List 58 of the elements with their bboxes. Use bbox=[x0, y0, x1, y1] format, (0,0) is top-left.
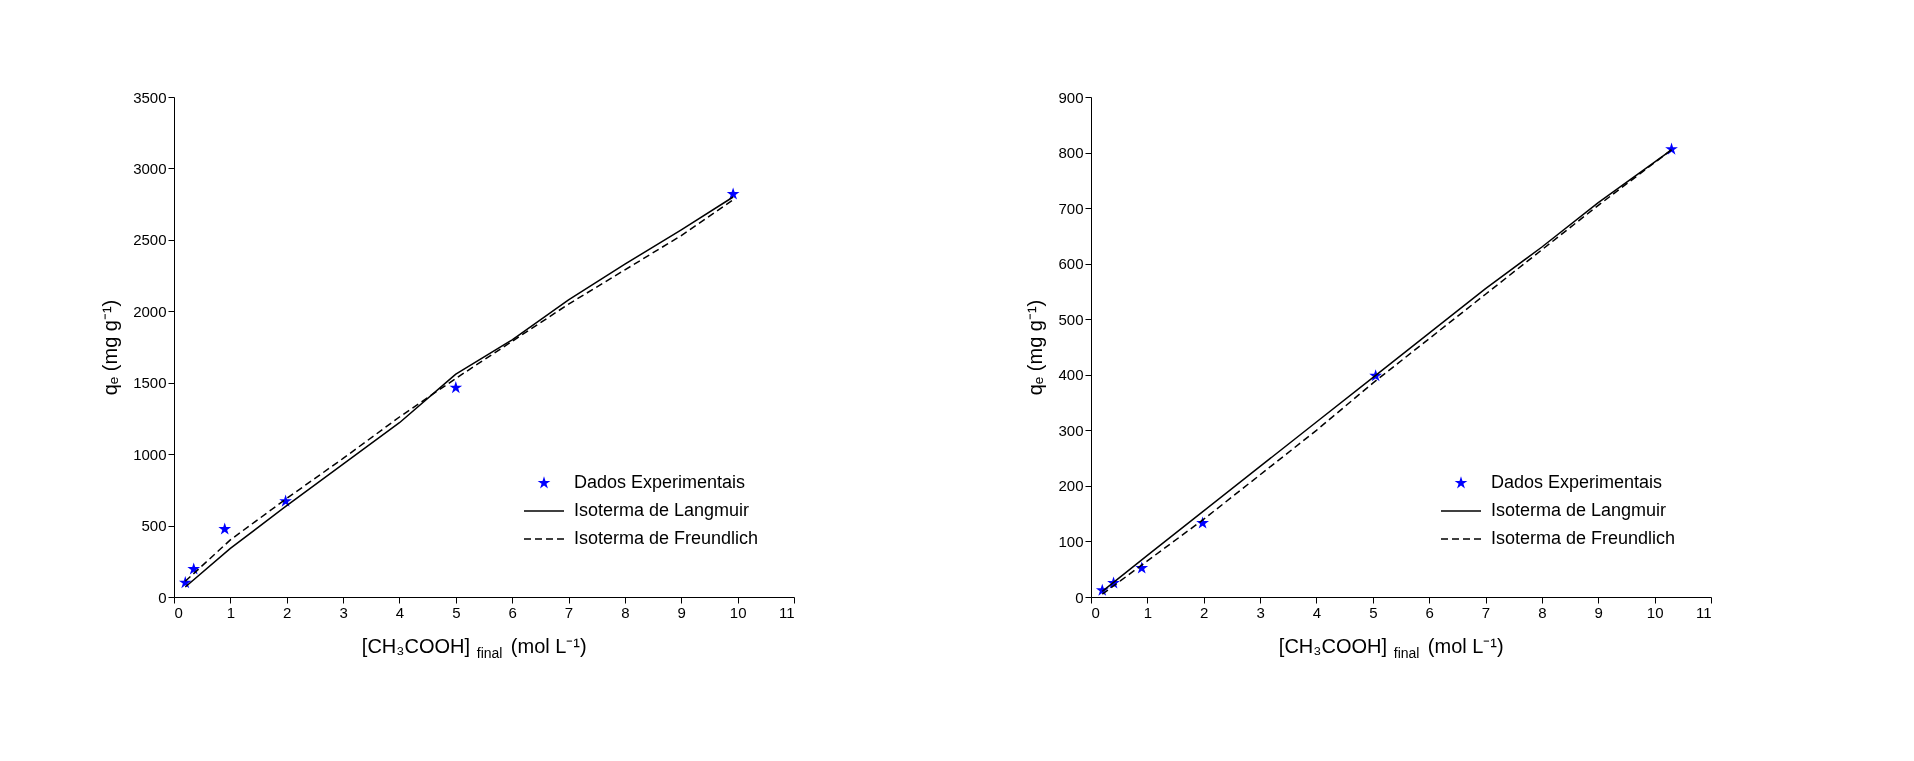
x-tick-label: 6 bbox=[1425, 603, 1434, 621]
y-tick-label: 1000 bbox=[133, 445, 167, 463]
x-tick-label: 10 bbox=[729, 603, 747, 621]
y-tick-label: 1500 bbox=[133, 374, 167, 392]
legend-label: Isoterma de Langmuir bbox=[1491, 500, 1667, 520]
legend-label: Dados Experimentais bbox=[574, 472, 746, 492]
y-axis-title: qₑ (mg g⁻¹) bbox=[99, 299, 122, 396]
x-tick-label: 10 bbox=[1646, 603, 1664, 621]
y-tick-label: 3500 bbox=[133, 88, 167, 106]
x-tick-label: 4 bbox=[1312, 603, 1322, 621]
x-tick-label: 4 bbox=[395, 603, 405, 621]
legend-label: Dados Experimentais bbox=[1491, 472, 1663, 492]
x-tick-label: 2 bbox=[283, 603, 292, 621]
x-axis-title: [CH₃COOH]final (mol L⁻¹) bbox=[361, 635, 587, 661]
y-tick-label: 900 bbox=[1058, 88, 1084, 106]
point bbox=[449, 381, 463, 394]
x-tick-label: 0 bbox=[174, 603, 183, 621]
x-axis-title: [CH₃COOH]final (mol L⁻¹) bbox=[1278, 635, 1504, 661]
y-tick-label: 600 bbox=[1058, 255, 1084, 273]
y-axis-title: qₑ (mg g⁻¹) bbox=[1024, 299, 1047, 396]
point bbox=[187, 562, 201, 575]
point bbox=[218, 522, 232, 535]
x-tick-label: 3 bbox=[339, 603, 348, 621]
x-tick-label: 6 bbox=[508, 603, 517, 621]
legend-label: Isoterma de Freundlich bbox=[1491, 528, 1676, 548]
y-tick-label: 2500 bbox=[133, 231, 167, 249]
x-tick-label: 9 bbox=[1594, 603, 1603, 621]
y-tick-label: 400 bbox=[1058, 366, 1084, 384]
x-tick-label: 11 bbox=[1695, 603, 1712, 621]
point bbox=[726, 187, 740, 200]
x-tick-label: 9 bbox=[677, 603, 686, 621]
y-tick-label: 100 bbox=[1058, 532, 1084, 550]
x-tick-label: 1 bbox=[226, 603, 236, 621]
x-tick-label: 3 bbox=[1256, 603, 1265, 621]
y-tick-label: 2000 bbox=[133, 302, 167, 320]
y-tick-label: 800 bbox=[1058, 144, 1084, 162]
x-tick-label: 8 bbox=[1538, 603, 1547, 621]
x-tick-label: 5 bbox=[1369, 603, 1378, 621]
y-tick-label: 3000 bbox=[133, 159, 167, 177]
x-tick-label: 1 bbox=[1143, 603, 1153, 621]
y-tick-label: 700 bbox=[1058, 199, 1084, 217]
x-tick-label: 0 bbox=[1091, 603, 1100, 621]
legend-label: Isoterma de Freundlich bbox=[574, 528, 759, 548]
x-tick-label: 7 bbox=[1481, 603, 1491, 621]
y-tick-label: 200 bbox=[1058, 477, 1084, 495]
x-tick-label: 8 bbox=[621, 603, 630, 621]
point bbox=[279, 494, 292, 507]
legend-label: Isoterma de Langmuir bbox=[574, 500, 750, 520]
y-tick-label: 300 bbox=[1058, 421, 1084, 439]
x-tick-label: 2 bbox=[1200, 603, 1209, 621]
x-tick-label: 11 bbox=[778, 603, 795, 621]
y-tick-label: 0 bbox=[1075, 588, 1084, 606]
x-tick-label: 5 bbox=[452, 603, 461, 621]
y-tick-label: 500 bbox=[1058, 310, 1084, 328]
x-tick-label: 7 bbox=[564, 603, 574, 621]
y-tick-label: 500 bbox=[141, 517, 167, 535]
y-tick-label: 0 bbox=[158, 588, 167, 606]
point bbox=[1665, 142, 1678, 155]
